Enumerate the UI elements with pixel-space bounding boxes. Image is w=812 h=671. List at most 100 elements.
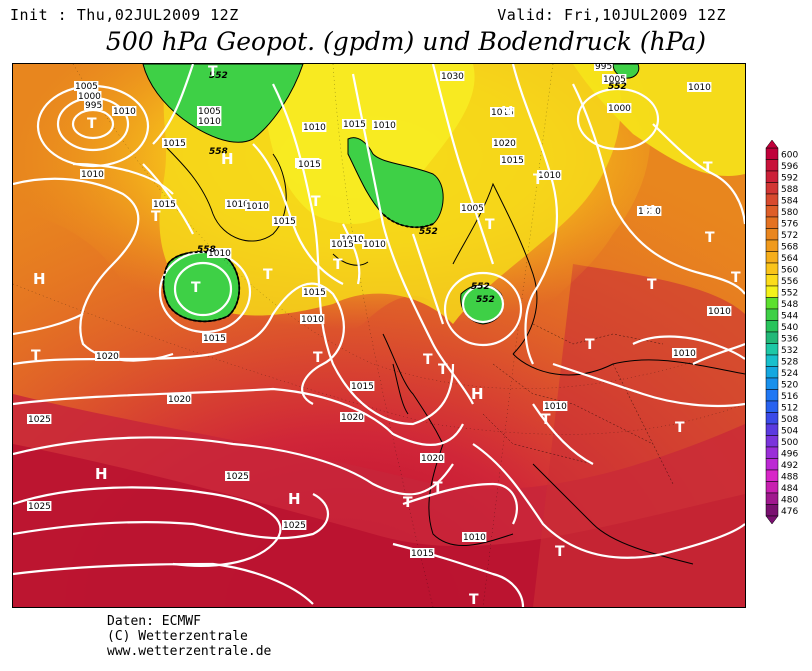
- geopot-contours: [162, 213, 434, 323]
- legend-value: 512: [781, 404, 798, 414]
- isobar-label: 1015: [303, 288, 326, 298]
- isobar-label: 1010: [544, 402, 567, 412]
- isobar-label-bg: [362, 239, 387, 249]
- legend-swatch: [765, 389, 779, 402]
- isobar-label-bg: [707, 306, 732, 316]
- isobar-label: 1010: [363, 240, 386, 250]
- footer-website: www.wetterzentrale.de: [107, 644, 272, 659]
- isobar-label: 1015: [273, 217, 296, 227]
- legend-swatch: [765, 228, 779, 241]
- isobar-label: 1010: [198, 117, 221, 127]
- isobar-label-bg: [462, 532, 487, 542]
- isobar-label-bg: [302, 287, 327, 297]
- low-pressure-mark: T: [485, 217, 495, 233]
- high-pressure-mark: H: [33, 270, 46, 288]
- legend-swatch: [765, 205, 779, 218]
- high-pressure-mark: H: [471, 385, 484, 403]
- legend-value: 552: [781, 289, 798, 299]
- legend-swatch: [765, 193, 779, 206]
- legend-swatch: [765, 343, 779, 356]
- legend-swatch: [765, 147, 779, 160]
- isobar-label: 995: [595, 63, 612, 72]
- isobar-label: 1010: [226, 200, 249, 210]
- legend-value: 536: [781, 335, 798, 345]
- legend-swatch: [765, 251, 779, 264]
- isobar-label: 1010: [463, 533, 486, 543]
- low-pressure-mark: T: [423, 352, 433, 368]
- legend-value: 568: [781, 243, 798, 253]
- isobar-label: 1025: [28, 415, 51, 425]
- isobar-label-bg: [543, 401, 568, 411]
- isobar-label-bg: [460, 203, 485, 213]
- isobar-label-bg: [440, 71, 465, 81]
- legend-value: 480: [781, 496, 798, 506]
- isobar-label: 1010: [301, 315, 324, 325]
- isobar-label: 1015: [351, 382, 374, 392]
- legend-swatch: [765, 412, 779, 425]
- high-pressure-mark: H: [95, 465, 108, 483]
- isobar-label: 1020: [168, 395, 191, 405]
- isobar-label: 1005: [461, 204, 484, 214]
- isobar-label-bg: [84, 100, 103, 110]
- footer-data-source: Daten: ECMWF: [107, 614, 201, 629]
- legend-arrow-down: [765, 515, 779, 525]
- geopot-label: 552: [209, 71, 228, 81]
- legend-value: 572: [781, 231, 798, 241]
- geopot-label: 552: [476, 295, 495, 305]
- isobar-label-bg: [420, 453, 445, 463]
- isobar-label-bg: [500, 155, 525, 165]
- legend-swatch: [765, 170, 779, 183]
- isobar-label-bg: [410, 548, 435, 558]
- isobar-label: 1010: [208, 249, 231, 259]
- isobar-label-bg: [272, 216, 297, 226]
- isobar-label: 1015: [411, 549, 434, 559]
- geopot-label: 552: [419, 227, 438, 237]
- legend-value: 564: [781, 254, 798, 264]
- legend-swatch: [765, 492, 779, 505]
- isobar-label: 995: [85, 101, 102, 111]
- legend-swatch: [765, 216, 779, 229]
- legend-swatch: [765, 504, 779, 517]
- legend-value: 500: [781, 438, 798, 448]
- legend-value: 576: [781, 220, 798, 230]
- low-pressure-mark: T: [313, 350, 323, 366]
- legend-arrow-up: [765, 139, 779, 149]
- legend-swatch: [765, 182, 779, 195]
- isobar-label-bg: [197, 106, 222, 116]
- legend-value: 548: [781, 300, 798, 310]
- high-pressure-mark: H: [501, 103, 514, 121]
- isobar-label-bg: [27, 501, 52, 511]
- isobar-label-bg: [77, 91, 102, 101]
- isobar-label-bg: [95, 351, 120, 361]
- isobar-label-bg: [594, 64, 613, 71]
- legend-swatch: [765, 469, 779, 482]
- legend-value: 540: [781, 323, 798, 333]
- legend-value: 488: [781, 473, 798, 483]
- isobar-label: 1010: [373, 121, 396, 131]
- legend-value: 476: [781, 507, 798, 517]
- legend-swatch: [765, 285, 779, 298]
- legend-swatch: [765, 159, 779, 172]
- legend-value: 484: [781, 484, 798, 494]
- isobar-label-bg: [637, 206, 662, 216]
- legend-swatch: [765, 262, 779, 275]
- low-pressure-mark: T: [541, 412, 551, 428]
- isobar-label-bg: [152, 199, 177, 209]
- low-pressure-mark: T: [731, 270, 741, 286]
- isobar-label: 1005: [603, 75, 626, 85]
- legend-value: 520: [781, 381, 798, 391]
- legend-value: 556: [781, 277, 798, 287]
- legend-swatch: [765, 481, 779, 494]
- valid-time-label: Valid: Fri,10JUL2009 12Z: [497, 6, 726, 24]
- isobar-label: 1025: [226, 472, 249, 482]
- isobar-label-bg: [297, 159, 322, 169]
- isobar-label: 1015: [343, 120, 366, 130]
- legend-swatch: [765, 435, 779, 448]
- isobar-label-bg: [302, 122, 327, 132]
- isobar-label: 1000: [78, 92, 101, 102]
- low-pressure-mark: T: [433, 480, 443, 496]
- legend-value: 524: [781, 369, 798, 379]
- isobar-label-bg: [492, 138, 517, 148]
- legend-swatch: [765, 377, 779, 390]
- isobar-label: 1010: [673, 349, 696, 359]
